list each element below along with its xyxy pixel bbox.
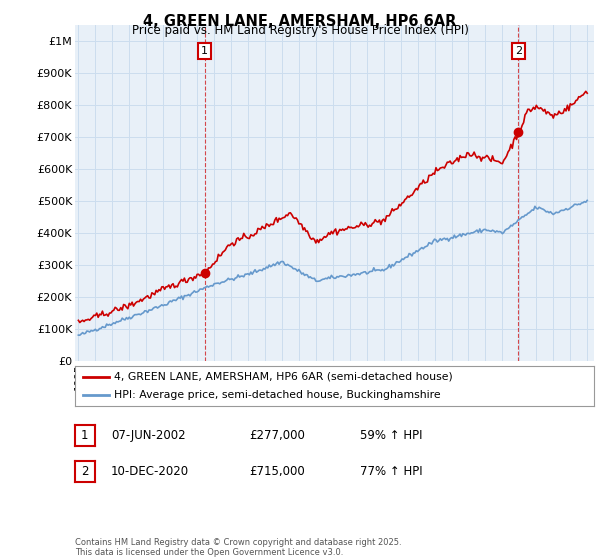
Text: 77% ↑ HPI: 77% ↑ HPI — [360, 465, 422, 478]
Text: Price paid vs. HM Land Registry's House Price Index (HPI): Price paid vs. HM Land Registry's House … — [131, 24, 469, 37]
Text: £715,000: £715,000 — [249, 465, 305, 478]
Text: 4, GREEN LANE, AMERSHAM, HP6 6AR: 4, GREEN LANE, AMERSHAM, HP6 6AR — [143, 14, 457, 29]
Text: 2: 2 — [81, 465, 89, 478]
Text: 07-JUN-2002: 07-JUN-2002 — [111, 429, 185, 442]
Text: 59% ↑ HPI: 59% ↑ HPI — [360, 429, 422, 442]
Text: 1: 1 — [201, 46, 208, 56]
Text: £277,000: £277,000 — [249, 429, 305, 442]
Text: Contains HM Land Registry data © Crown copyright and database right 2025.
This d: Contains HM Land Registry data © Crown c… — [75, 538, 401, 557]
Text: 1: 1 — [81, 429, 89, 442]
Text: 4, GREEN LANE, AMERSHAM, HP6 6AR (semi-detached house): 4, GREEN LANE, AMERSHAM, HP6 6AR (semi-d… — [114, 372, 452, 381]
Text: 2: 2 — [515, 46, 522, 56]
Text: HPI: Average price, semi-detached house, Buckinghamshire: HPI: Average price, semi-detached house,… — [114, 390, 440, 400]
Text: 10-DEC-2020: 10-DEC-2020 — [111, 465, 189, 478]
